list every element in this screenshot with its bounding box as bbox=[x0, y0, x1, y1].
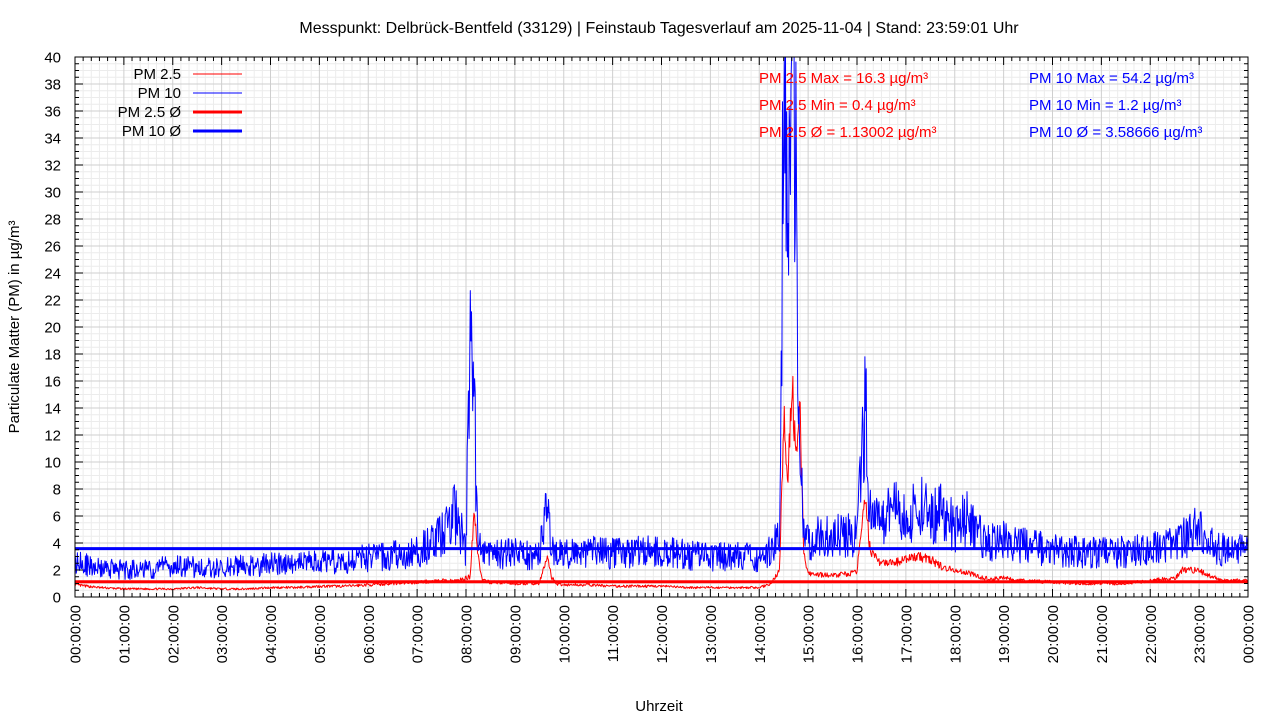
y-tick-label: 18 bbox=[44, 347, 61, 364]
legend-label: PM 2.5 Ø bbox=[118, 104, 182, 121]
legend-label: PM 10 Ø bbox=[122, 123, 182, 140]
x-axis-label: Uhrzeit bbox=[635, 698, 683, 715]
chart-title: Messpunkt: Delbrück-Bentfeld (33129) | F… bbox=[299, 20, 1019, 37]
y-tick-label: 36 bbox=[44, 104, 61, 121]
x-tick-label: 09:00:00 bbox=[507, 605, 524, 663]
y-tick-label: 20 bbox=[44, 320, 61, 337]
y-tick-label: 30 bbox=[44, 185, 61, 202]
y-tick-label: 12 bbox=[44, 428, 61, 445]
legend: PM 2.5 PM 10 PM 2.5 Ø PM 10 Ø bbox=[118, 66, 242, 140]
stat-annotations: PM 2.5 Max = 16.3 µg/m³ PM 2.5 Min = 0.4 … bbox=[759, 70, 1202, 141]
x-tick-label: 16:00:00 bbox=[850, 605, 867, 663]
pm25-stat-annotation: PM 2.5 Min = 0.4 µg/m³ bbox=[759, 97, 916, 114]
x-tick-label: 14:00:00 bbox=[752, 605, 769, 663]
y-tick-label: 26 bbox=[44, 239, 61, 256]
x-tick-label: 00:00:00 bbox=[1241, 605, 1258, 663]
x-tick-label: 02:00:00 bbox=[165, 605, 182, 663]
x-tick-label: 08:00:00 bbox=[459, 605, 476, 663]
y-tick-label: 32 bbox=[44, 158, 61, 175]
y-tick-label: 40 bbox=[44, 50, 61, 67]
x-tick-label: 13:00:00 bbox=[703, 605, 720, 663]
pm10-stat-annotation: PM 10 Max = 54.2 µg/m³ bbox=[1029, 70, 1194, 87]
x-tick-label: 23:00:00 bbox=[1192, 605, 1209, 663]
x-tick-labels: 00:00:00 01:00:00 02:00:00 03:00:00 04:00:00… bbox=[68, 605, 1258, 663]
y-tick-label: 16 bbox=[44, 374, 61, 391]
legend-label: PM 2.5 bbox=[133, 66, 181, 83]
x-tick-label: 21:00:00 bbox=[1094, 605, 1111, 663]
x-tick-label: 17:00:00 bbox=[898, 605, 915, 663]
pm10-stat-annotation: PM 10 Min = 1.2 µg/m³ bbox=[1029, 97, 1181, 114]
y-tick-label: 28 bbox=[44, 212, 61, 229]
x-tick-label: 01:00:00 bbox=[116, 605, 133, 663]
x-tick-label: 04:00:00 bbox=[263, 605, 280, 663]
x-tick-label: 05:00:00 bbox=[312, 605, 329, 663]
y-tick-label: 2 bbox=[53, 563, 61, 580]
pm10-stat-annotation: PM 10 Ø = 3.58666 µg/m³ bbox=[1029, 124, 1202, 141]
pm25-stat-annotation: PM 2.5 Max = 16.3 µg/m³ bbox=[759, 70, 928, 87]
x-tick-label: 12:00:00 bbox=[654, 605, 671, 663]
x-tick-label: 00:00:00 bbox=[68, 605, 85, 663]
y-tick-label: 10 bbox=[44, 455, 61, 472]
y-tick-label: 14 bbox=[44, 401, 61, 418]
x-tick-label: 15:00:00 bbox=[801, 605, 818, 663]
y-tick-label: 34 bbox=[44, 131, 61, 148]
y-axis-label: Particulate Matter (PM) in µg/m³ bbox=[6, 221, 23, 434]
y-tick-label: 0 bbox=[53, 590, 61, 607]
y-tick-label: 4 bbox=[53, 536, 61, 553]
pm25-stat-annotation: PM 2.5 Ø = 1.13002 µg/m³ bbox=[759, 124, 936, 141]
x-tick-label: 06:00:00 bbox=[361, 605, 378, 663]
x-tick-label: 19:00:00 bbox=[996, 605, 1013, 663]
y-tick-label: 24 bbox=[44, 266, 61, 283]
x-tick-label: 03:00:00 bbox=[214, 605, 231, 663]
x-tick-label: 18:00:00 bbox=[947, 605, 964, 663]
x-tick-label: 22:00:00 bbox=[1143, 605, 1160, 663]
x-tick-label: 11:00:00 bbox=[605, 605, 622, 662]
tick-marks bbox=[74, 56, 1249, 598]
y-tick-label: 22 bbox=[44, 293, 61, 310]
legend-label: PM 10 bbox=[138, 85, 181, 102]
x-tick-label: 07:00:00 bbox=[410, 605, 427, 663]
x-tick-label: 20:00:00 bbox=[1045, 605, 1062, 663]
x-tick-label: 10:00:00 bbox=[556, 605, 573, 663]
pm10-series-line bbox=[74, 56, 1249, 580]
series-layer bbox=[74, 56, 1249, 591]
y-tick-label: 8 bbox=[53, 482, 61, 499]
y-tick-label: 6 bbox=[53, 509, 61, 526]
y-tick-label: 38 bbox=[44, 77, 61, 94]
